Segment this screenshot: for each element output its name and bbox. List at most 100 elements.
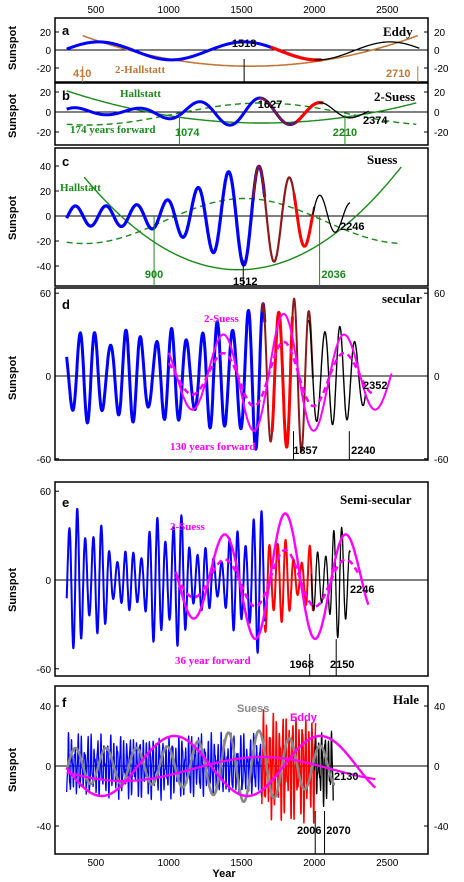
two-suess-d bbox=[167, 312, 393, 432]
label-2374: 2374 bbox=[363, 115, 388, 127]
label-hallstatt-c: Hallstatt bbox=[60, 182, 101, 194]
label-2240: 2240 bbox=[351, 445, 375, 457]
panel-b-ylabel: Sunspot bbox=[7, 94, 19, 138]
panel-f-letter: f bbox=[62, 695, 67, 710]
panel-f-title: Hale bbox=[393, 692, 419, 707]
y-tick-left-d: 0 bbox=[45, 372, 51, 383]
panel-f-frame bbox=[54, 685, 429, 855]
y-tick-left-f: 40 bbox=[40, 702, 52, 713]
y-tick-right-d: 0 bbox=[434, 372, 440, 383]
panel-e-title: Semi-secular bbox=[340, 492, 412, 507]
label-2352: 2352 bbox=[363, 380, 387, 392]
panel-d-frame bbox=[54, 287, 429, 461]
bottom-tick-label: 1000 bbox=[158, 858, 181, 869]
y-tick-left-c: -20 bbox=[37, 237, 52, 248]
label-2006: 2006 bbox=[297, 825, 321, 837]
panel-b-frame bbox=[54, 82, 429, 146]
hallstatt-c bbox=[83, 166, 402, 271]
y-tick-left-d: -60 bbox=[37, 455, 52, 466]
y-tick-left-f: -40 bbox=[37, 822, 52, 833]
label-1627: 1627 bbox=[258, 99, 282, 111]
label-1857: 1857 bbox=[293, 445, 317, 457]
panel-d-ylabel: Sunspot bbox=[7, 356, 19, 400]
y-tick-left-f: 0 bbox=[45, 762, 51, 773]
hale-recon-f bbox=[261, 709, 317, 824]
top-tick-label: 1000 bbox=[158, 5, 181, 16]
top-tick-label: 500 bbox=[87, 5, 104, 16]
y-tick-left-b: -20 bbox=[37, 128, 52, 139]
panel-a-title: Eddy bbox=[383, 24, 413, 39]
panel-d-secular: d secular Sunspot bbox=[7, 287, 429, 461]
panel-e-semisecular: e Semi-secular Sunspot bbox=[7, 481, 429, 677]
label-2070: 2070 bbox=[326, 825, 350, 837]
y-tick-left-c: 20 bbox=[40, 187, 52, 198]
y-tick-right-d: -60 bbox=[434, 455, 449, 466]
panel-c-letter: c bbox=[62, 154, 69, 169]
two-suess-dash-e bbox=[174, 548, 359, 608]
two-suess-dash-d bbox=[167, 340, 374, 408]
label-two-suess-d: 2-Suess bbox=[204, 313, 240, 325]
secular-recon-d bbox=[270, 310, 294, 449]
y-tick-left-d: 60 bbox=[40, 289, 52, 300]
suess-f bbox=[65, 729, 336, 804]
y-tick-left-a: 0 bbox=[45, 46, 51, 57]
y-tick-left-e: -60 bbox=[37, 665, 52, 676]
y-tick-right-a: -20 bbox=[434, 64, 449, 75]
y-tick-right-f: 0 bbox=[434, 762, 440, 773]
label-1512: 1512 bbox=[233, 276, 257, 288]
y-tick-right-f: -40 bbox=[434, 822, 449, 833]
y-tick-left-c: -40 bbox=[37, 262, 52, 273]
x-axis-label: Year bbox=[212, 868, 236, 880]
panel-b-title: 2-Suess bbox=[374, 89, 415, 104]
panel-a-ylabel: Sunspot bbox=[7, 26, 19, 70]
label-174-forward: 174 years forward bbox=[70, 124, 156, 136]
y-tick-right-b: -20 bbox=[434, 128, 449, 139]
panel-c-frame bbox=[54, 147, 429, 287]
curves-layer bbox=[55, 31, 428, 854]
y-tick-right-a: 20 bbox=[434, 28, 446, 39]
y-tick-left-b: 20 bbox=[40, 88, 52, 99]
panel-a-letter: a bbox=[62, 23, 70, 38]
y-tick-right-d: 60 bbox=[434, 289, 446, 300]
label-1968: 1968 bbox=[289, 659, 313, 671]
panel-e-frame bbox=[54, 481, 429, 677]
panel-c-ylabel: Sunspot bbox=[7, 196, 19, 240]
bottom-tick-label: 2500 bbox=[376, 858, 399, 869]
y-tick-right-a: 0 bbox=[434, 46, 440, 57]
two-suess-forecast-b bbox=[318, 101, 370, 119]
top-tick-label: 2500 bbox=[376, 5, 399, 16]
label-2hallstatt: 2-Hallstatt bbox=[115, 64, 165, 76]
panel-b-letter: b bbox=[62, 88, 70, 103]
top-tick-label: 2000 bbox=[303, 5, 326, 16]
eddy-f bbox=[65, 734, 377, 798]
suess-forecast-c bbox=[312, 194, 351, 233]
annotations-layer: 20 0 -20 20 0 -20 20 0 -20 20 0 -20 40 20 0 -20 -40 60 0 -6… bbox=[37, 28, 449, 837]
suess-observed-c bbox=[65, 164, 267, 267]
bottom-tick-label: 1500 bbox=[230, 858, 253, 869]
label-410: 410 bbox=[73, 68, 91, 80]
panel-f-hale: f Hale Sunspot bbox=[7, 685, 429, 855]
panel-c-title: Suess bbox=[367, 152, 397, 167]
secular-forecast-d bbox=[308, 320, 367, 426]
bottom-tick-label: 2000 bbox=[303, 858, 326, 869]
y-tick-left-b: 0 bbox=[45, 108, 51, 119]
label-two-suess-e: 2-Suess bbox=[170, 521, 206, 533]
y-tick-left-e: 60 bbox=[40, 487, 52, 498]
y-tick-right-b: 20 bbox=[434, 88, 446, 99]
label-hallstatt-b: Hallstatt bbox=[120, 88, 161, 100]
label-2036: 2036 bbox=[321, 269, 345, 281]
label-130-forward: 130 years forward bbox=[170, 441, 256, 453]
secular-observed-d bbox=[65, 302, 267, 451]
eddy-forecast-a bbox=[314, 41, 420, 61]
semisecular-observed-e bbox=[65, 508, 266, 654]
y-tick-left-e: 0 bbox=[45, 576, 51, 587]
y-tick-left-c: 0 bbox=[45, 212, 51, 223]
label-eddy-f: Eddy bbox=[290, 712, 318, 724]
panel-e-ylabel: Sunspot bbox=[7, 568, 19, 612]
y-tick-right-b: 0 bbox=[434, 108, 440, 119]
label-2150: 2150 bbox=[330, 659, 354, 671]
label-suess-f: Suess bbox=[237, 703, 269, 715]
eddy-observed-a bbox=[66, 40, 300, 62]
top-tick-label: 1500 bbox=[230, 5, 253, 16]
